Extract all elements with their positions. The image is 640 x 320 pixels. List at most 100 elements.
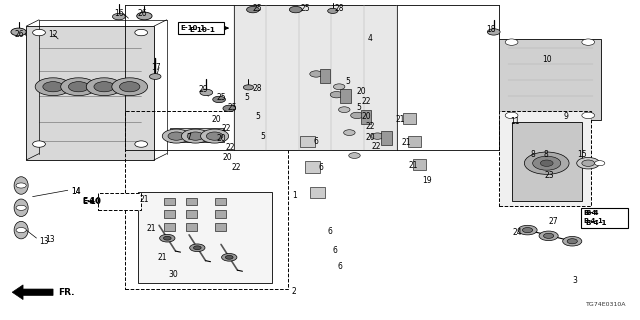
Text: 20: 20	[356, 87, 366, 96]
Text: 21: 21	[140, 195, 149, 204]
Text: B-4: B-4	[583, 210, 596, 216]
Polygon shape	[381, 131, 392, 145]
Circle shape	[543, 233, 554, 238]
Circle shape	[150, 74, 161, 79]
Circle shape	[333, 84, 345, 90]
Circle shape	[487, 29, 500, 35]
Text: 22: 22	[371, 142, 381, 151]
Text: 20: 20	[223, 153, 232, 162]
Text: 6: 6	[328, 227, 333, 236]
Text: FR.: FR.	[58, 288, 75, 297]
Text: 28: 28	[334, 4, 344, 13]
Text: 22: 22	[366, 122, 376, 131]
Text: 6: 6	[319, 163, 324, 172]
Polygon shape	[403, 113, 416, 124]
Text: 20: 20	[366, 132, 376, 141]
Text: 5: 5	[255, 113, 260, 122]
Text: 13: 13	[39, 237, 49, 246]
Text: B-4-1: B-4-1	[585, 220, 607, 226]
Polygon shape	[320, 68, 330, 83]
Text: 10: 10	[542, 55, 552, 64]
Bar	[499, 111, 591, 206]
Circle shape	[68, 82, 89, 92]
Circle shape	[16, 183, 26, 188]
Text: 5: 5	[356, 103, 361, 112]
Text: 5: 5	[260, 132, 265, 140]
Text: 21: 21	[147, 224, 156, 233]
Text: 5: 5	[244, 93, 250, 102]
Circle shape	[524, 152, 569, 174]
Text: 21: 21	[157, 253, 166, 262]
Text: 27: 27	[548, 217, 558, 226]
Text: 15: 15	[577, 150, 586, 159]
Polygon shape	[26, 26, 154, 160]
Text: 20: 20	[216, 134, 226, 143]
Text: 21: 21	[402, 138, 412, 147]
Text: 9: 9	[564, 112, 569, 121]
Circle shape	[187, 132, 204, 140]
Polygon shape	[300, 136, 315, 147]
Text: E-10-1: E-10-1	[180, 25, 206, 31]
Text: 3: 3	[572, 276, 577, 285]
Text: 14: 14	[71, 188, 81, 196]
Text: 28: 28	[253, 84, 262, 93]
Circle shape	[577, 157, 600, 169]
Polygon shape	[12, 285, 53, 300]
Circle shape	[135, 141, 148, 147]
Text: 6: 6	[333, 246, 338, 255]
Polygon shape	[164, 223, 175, 231]
Circle shape	[339, 107, 350, 113]
Circle shape	[310, 71, 323, 77]
Circle shape	[11, 28, 26, 36]
Text: E-10: E-10	[83, 197, 101, 206]
Polygon shape	[164, 210, 175, 218]
Text: 8: 8	[543, 150, 548, 159]
Ellipse shape	[14, 199, 28, 217]
Bar	[178, 22, 224, 34]
Text: 26: 26	[138, 9, 148, 18]
Text: 22: 22	[221, 124, 230, 133]
Polygon shape	[186, 223, 197, 231]
Polygon shape	[164, 197, 175, 205]
Text: 7: 7	[186, 133, 191, 142]
Circle shape	[540, 160, 553, 166]
Bar	[170, 128, 224, 142]
Polygon shape	[186, 210, 197, 218]
Circle shape	[35, 78, 71, 96]
Text: 8: 8	[531, 150, 536, 159]
Circle shape	[159, 234, 175, 242]
Circle shape	[120, 82, 140, 92]
Text: 14: 14	[71, 188, 81, 196]
Text: 23: 23	[545, 171, 554, 180]
Circle shape	[163, 129, 190, 143]
Text: 20: 20	[362, 113, 371, 122]
Circle shape	[212, 96, 225, 103]
Circle shape	[94, 82, 115, 92]
Text: E-10-1: E-10-1	[189, 27, 215, 33]
Circle shape	[137, 12, 152, 20]
Circle shape	[243, 85, 253, 90]
Polygon shape	[214, 210, 226, 218]
Polygon shape	[499, 39, 601, 120]
Circle shape	[221, 253, 237, 261]
Polygon shape	[408, 136, 421, 147]
Text: 30: 30	[168, 270, 178, 279]
Text: 16: 16	[115, 9, 124, 18]
Circle shape	[518, 225, 537, 235]
Circle shape	[135, 29, 148, 36]
Text: 24: 24	[513, 228, 522, 237]
Polygon shape	[234, 5, 397, 150]
Text: 26: 26	[15, 30, 24, 39]
Circle shape	[200, 89, 212, 96]
Text: TG74E0310A: TG74E0310A	[586, 301, 627, 307]
Text: 20: 20	[211, 115, 221, 124]
Text: 18: 18	[486, 25, 495, 34]
Circle shape	[344, 130, 355, 135]
Polygon shape	[340, 89, 351, 103]
Circle shape	[16, 205, 26, 210]
Ellipse shape	[14, 221, 28, 239]
Circle shape	[328, 8, 338, 13]
Circle shape	[532, 156, 561, 170]
Text: 22: 22	[232, 163, 241, 172]
Text: 22: 22	[362, 97, 371, 106]
